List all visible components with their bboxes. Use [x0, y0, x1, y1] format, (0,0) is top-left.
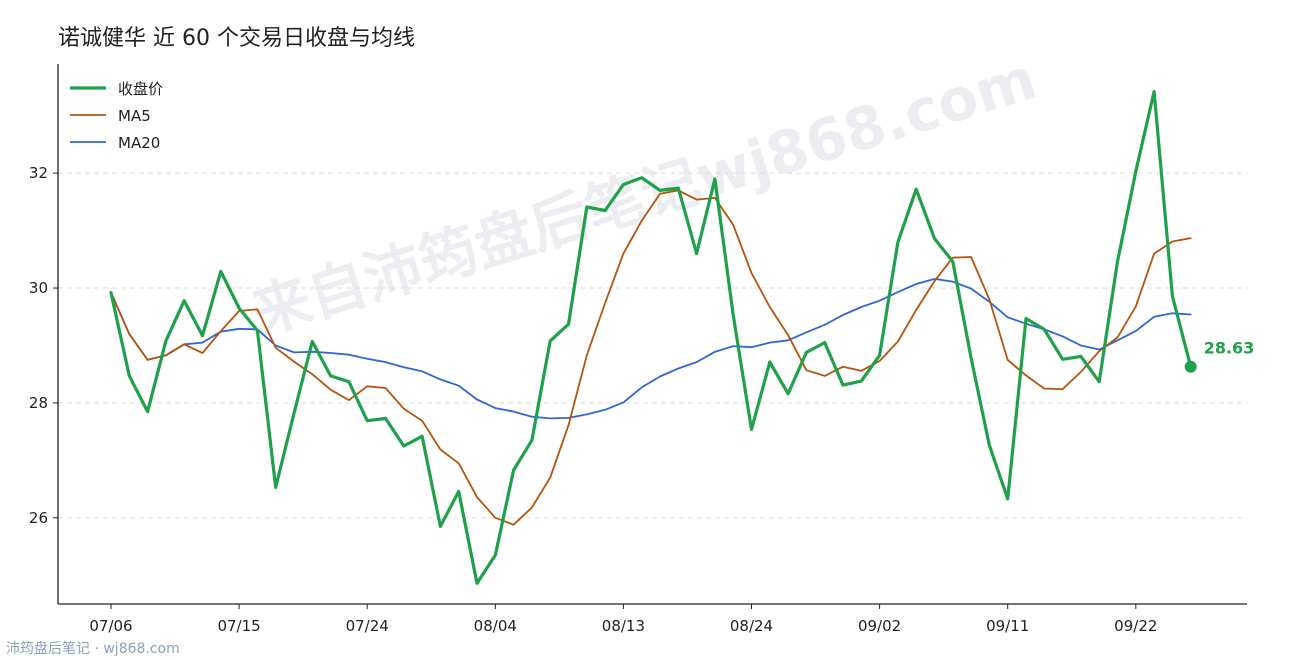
- x-axis-ticks: 07/06 07/15 07/24 08/04 08/13 08/24 09/02 09/11…: [89, 604, 1157, 635]
- y-tick-label: 30: [29, 279, 48, 297]
- x-tick-label: 09/22: [1114, 617, 1157, 635]
- y-tick-label: 32: [29, 164, 48, 182]
- y-tick-label: 28: [29, 394, 48, 412]
- y-axis-ticks: 26 28 30 32: [29, 164, 58, 527]
- x-tick-label: 09/11: [986, 617, 1029, 635]
- series-lines: [109, 89, 1193, 585]
- x-tick-label: 08/13: [602, 617, 645, 635]
- chart-title: 诺诚健华 近 60 个交易日收盘与均线: [58, 26, 415, 51]
- legend: 收盘价 MA5 MA20: [70, 80, 163, 152]
- footer-credit: 沛筠盘后笔记 · wj868.com: [6, 641, 180, 657]
- x-tick-label: 07/24: [346, 617, 389, 635]
- watermark-text: 来自沛筠盘后笔记wj868.com: [244, 44, 1043, 347]
- last-close-label: 28.63: [1204, 339, 1255, 358]
- series-line-ma20: [110, 277, 1192, 420]
- x-tick-label: 08/24: [730, 617, 773, 635]
- legend-label-close: 收盘价: [118, 80, 163, 98]
- last-close-point: [1184, 360, 1197, 373]
- axes: [57, 64, 1247, 605]
- end-marker: 28.63: [1184, 339, 1255, 373]
- series-line-close: [109, 89, 1193, 585]
- series-line-ma5: [110, 189, 1192, 526]
- x-tick-label: 09/02: [858, 617, 901, 635]
- legend-label-ma20: MA20: [118, 134, 160, 152]
- x-tick-label: 08/04: [474, 617, 517, 635]
- grid-lines: [58, 172, 1247, 519]
- x-tick-label: 07/15: [217, 617, 260, 635]
- legend-label-ma5: MA5: [118, 107, 151, 125]
- x-tick-label: 07/06: [89, 617, 132, 635]
- watermark: 来自沛筠盘后笔记wj868.com: [244, 44, 1043, 347]
- y-tick-label: 26: [29, 509, 48, 527]
